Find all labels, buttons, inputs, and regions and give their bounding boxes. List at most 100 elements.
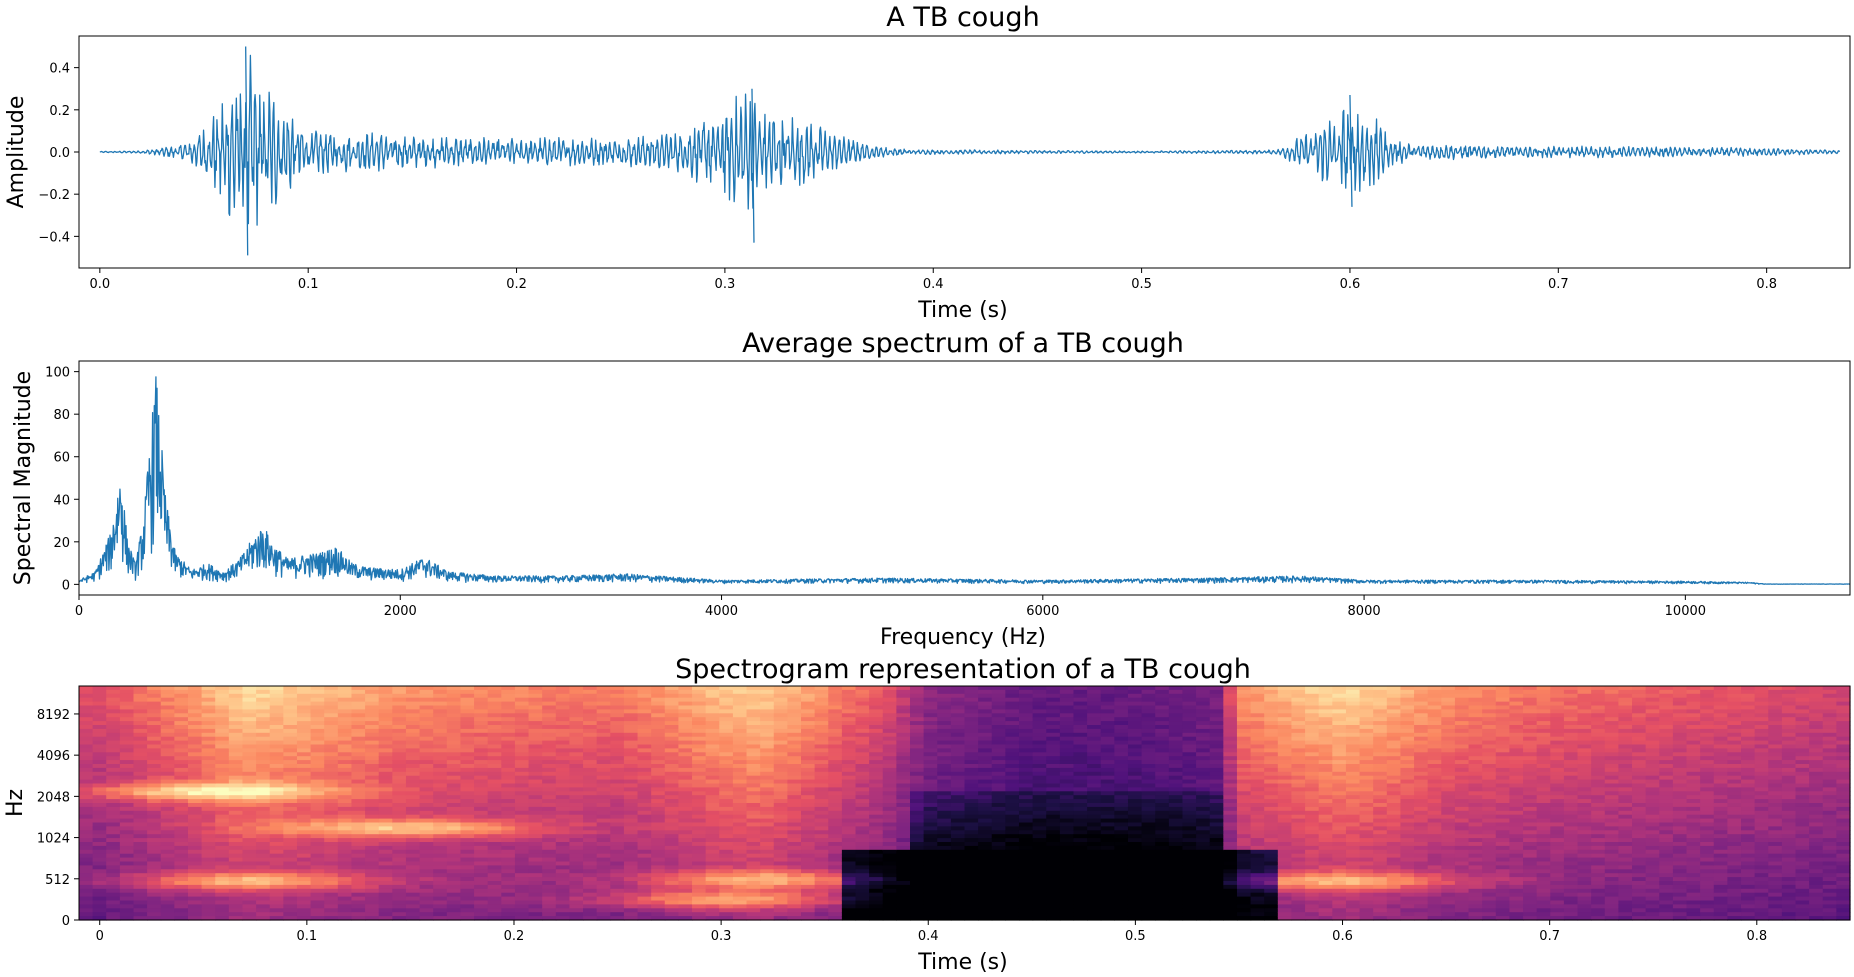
spectrogram-cell	[1018, 803, 1034, 808]
spectrogram-cell	[855, 912, 870, 917]
spectrogram-cell	[1087, 877, 1102, 882]
spectrogram-cell	[242, 842, 257, 847]
spectrogram-cell	[256, 717, 271, 722]
spectrogram-cell	[487, 900, 502, 905]
spectrogram-cell	[474, 838, 489, 843]
spectrogram-cell	[460, 888, 475, 894]
spectrogram-cell	[869, 818, 884, 824]
spectrogram-cell	[896, 693, 911, 699]
spectrogram-cell	[583, 779, 598, 785]
spectrogram-cell	[1032, 732, 1047, 738]
spectrogram-cell	[351, 904, 366, 909]
spectrogram-cell	[501, 900, 516, 905]
spectrogram-cell	[1046, 744, 1061, 749]
spectrogram-cell	[133, 865, 148, 870]
spectrogram-cell	[228, 795, 244, 800]
spectrogram-cell	[1182, 838, 1197, 843]
spectrogram-cell	[991, 701, 1006, 707]
spectrogram-cell	[1100, 791, 1115, 796]
spectrogram-cell	[569, 853, 584, 859]
spectrogram-cell	[187, 888, 203, 894]
spectrogram-cell	[746, 873, 761, 878]
spectrogram-cell	[106, 869, 121, 874]
spectrogram-cell	[610, 799, 625, 804]
spectrogram-cell	[514, 795, 530, 800]
spectrogram-cell	[896, 803, 911, 808]
spectrogram-cell	[187, 686, 203, 691]
spectrogram-cell	[1182, 740, 1197, 746]
spectrogram-cell	[228, 697, 244, 703]
spectrogram-cell	[106, 881, 121, 886]
spectrogram-cell	[256, 709, 271, 714]
spectrogram-cell	[991, 803, 1006, 808]
spectrogram-cell	[773, 888, 788, 894]
spectrogram-cell	[1182, 826, 1197, 831]
spectrogram-cell	[446, 748, 462, 753]
spectrogram-cell	[487, 865, 502, 870]
spectrogram-cell	[692, 842, 707, 847]
spectrogram-cell	[705, 873, 720, 878]
spectrogram-cell	[801, 701, 816, 707]
spectrogram-cell	[201, 865, 216, 870]
spectrogram-cell	[392, 861, 407, 866]
spectrogram-cell	[964, 779, 979, 785]
spectrogram-cell	[705, 814, 720, 820]
spectrogram-cell	[365, 713, 380, 718]
spectrogram-cell	[583, 892, 598, 898]
spectrogram-cell	[719, 822, 734, 827]
spectrogram-cell	[446, 740, 462, 746]
spectrogram-cell	[1087, 806, 1102, 812]
spectrogram-cell	[106, 900, 121, 905]
spectrogram-cell	[474, 748, 489, 753]
spectrogram-cell	[910, 822, 925, 827]
spectrogram-cell	[1046, 869, 1061, 874]
spectrogram-cell	[855, 877, 870, 882]
spectrogram-cell	[1182, 853, 1197, 859]
spectrogram-cell	[596, 705, 611, 710]
spectrogram-cell	[746, 701, 761, 707]
spectrogram-cell	[937, 721, 952, 726]
spectrogram-cell	[882, 775, 897, 781]
spectrogram-cell	[787, 814, 802, 820]
spectrogram-cell	[269, 888, 284, 894]
spectrogram-cell	[242, 689, 257, 695]
spectrogram-cell	[310, 834, 325, 839]
spectrogram-cell	[991, 884, 1006, 890]
spectrogram-cell	[174, 725, 189, 730]
spectrogram-cell	[882, 845, 897, 851]
spectrogram-cell	[869, 849, 884, 855]
spectrogram-cell	[514, 744, 530, 749]
spectrogram-cell	[296, 717, 312, 722]
spectrogram-cell	[433, 760, 448, 765]
spectrogram-cell	[119, 791, 135, 796]
spectrogram-cell	[106, 865, 121, 870]
spectrogram-cell	[869, 791, 884, 796]
spectrogram-cell	[583, 686, 598, 691]
spectrogram-cell	[542, 810, 557, 816]
spectrogram-cell	[446, 736, 462, 742]
spectrogram-cell	[1018, 767, 1034, 773]
spectrogram-cell	[1127, 822, 1143, 827]
spectrogram-cell	[1059, 838, 1075, 843]
spectrogram-cell	[1032, 787, 1047, 792]
spectrogram-cell	[474, 744, 489, 749]
spectrogram-cell	[678, 760, 693, 765]
spectrogram-cell	[187, 697, 203, 703]
spectrogram-cell	[596, 845, 611, 851]
spectrogram-cell	[351, 884, 366, 890]
spectrogram-cell	[1155, 701, 1170, 707]
spectrogram-cell	[1155, 806, 1170, 812]
spectrogram-cell	[351, 760, 366, 765]
spectrogram-cell	[378, 892, 393, 898]
spectrogram-cell	[419, 881, 434, 886]
spectrogram-cell	[910, 896, 925, 902]
spectrogram-cell	[351, 744, 366, 749]
spectrogram-cell	[923, 693, 938, 699]
spectrogram-cell	[446, 686, 462, 691]
spectrogram-cell	[583, 900, 598, 905]
spectrogram-cell	[978, 881, 993, 886]
spectrogram-cell	[1032, 818, 1047, 824]
spectrogram-cell	[664, 795, 680, 800]
spectrogram-cell	[869, 701, 884, 707]
spectrogram-cell	[991, 752, 1006, 757]
